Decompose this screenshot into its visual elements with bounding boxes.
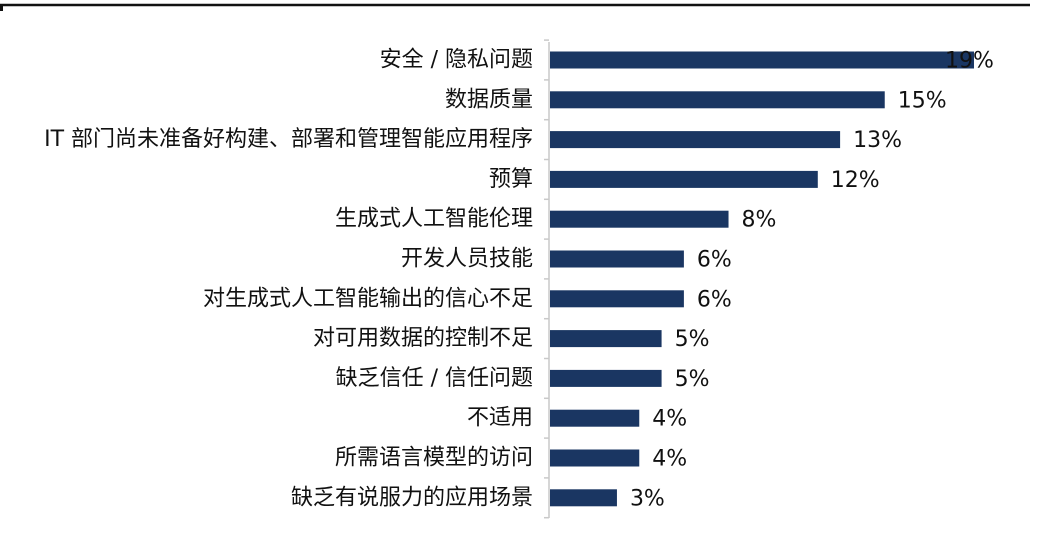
value-label: 6% (697, 248, 732, 273)
bar (550, 409, 640, 427)
category-label: 开发人员技能 (401, 247, 533, 272)
bar (550, 250, 684, 268)
value-label: 6% (697, 287, 732, 312)
value-label: 4% (652, 447, 687, 472)
category-label: 对生成式人工智能输出的信心不足 (203, 286, 533, 311)
value-label: 8% (742, 208, 777, 233)
bar (550, 91, 885, 109)
value-label: 15% (898, 88, 947, 113)
category-label: 生成式人工智能伦理 (335, 207, 533, 232)
bar (550, 489, 617, 507)
bar (550, 290, 684, 308)
category-label: 不适用 (467, 406, 533, 431)
bar (550, 210, 729, 228)
category-label: 所需语言模型的访问 (335, 446, 533, 471)
top-left-mark (0, 5, 3, 11)
category-label: 数据质量 (445, 87, 533, 112)
value-label: 12% (831, 168, 880, 193)
y-axis (544, 39, 550, 519)
bar (550, 131, 841, 149)
category-label: 安全 / 隐私问题 (380, 48, 533, 73)
bar (550, 330, 662, 348)
category-label: 缺乏有说服力的应用场景 (291, 485, 533, 510)
category-label: IT 部门尚未准备好构建、部署和管理智能应用程序 (44, 127, 533, 152)
value-labels: 19% 15% 13% 12% 8% 6% 6% 5% 5% 4% 4% 3% (630, 49, 994, 512)
category-label: 对可用数据的控制不足 (313, 326, 533, 351)
value-label: 5% (675, 327, 710, 352)
bars (550, 51, 974, 507)
bar (550, 369, 662, 387)
value-label: 19% (945, 49, 994, 74)
bar (550, 449, 640, 467)
bar (550, 170, 818, 188)
value-label: 3% (630, 486, 665, 511)
value-label: 5% (675, 367, 710, 392)
bar (550, 51, 974, 69)
category-label: 缺乏信任 / 信任问题 (336, 366, 533, 391)
value-label: 4% (652, 407, 687, 432)
category-label: 预算 (489, 167, 533, 192)
value-label: 13% (853, 128, 902, 153)
